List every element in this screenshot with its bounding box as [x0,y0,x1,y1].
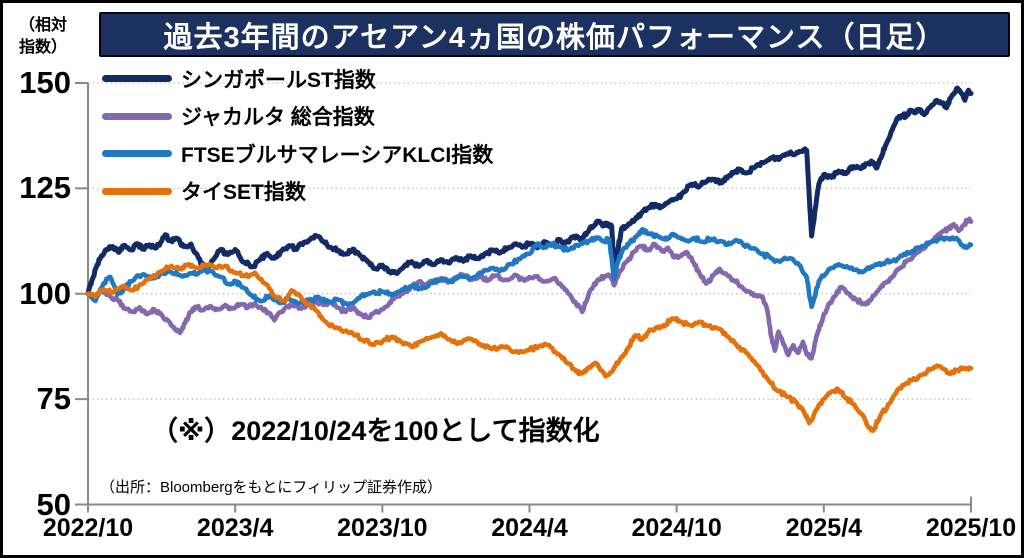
index-base-annotation: （※）2022/10/24を100として指数化 [151,416,600,446]
y-axis-unit-label: （相対 指数） [7,15,79,58]
legend-label: ジャカルタ 総合指数 [181,106,375,130]
legend-item-2: FTSEブルサマレーシアKLCI指数 [102,135,493,173]
legend-swatch-icon [102,75,172,83]
legend-label: FTSEブルサマレーシアKLCI指数 [181,143,494,167]
y-tick-label-150: 150 [19,65,71,100]
series-line-3 [85,261,974,434]
y-tick-label-50: 50 [36,486,71,522]
chart-legend: シンガポールST指数 ジャカルタ 総合指数 FTSEブルサマレーシアKLCI指数 タイ… [102,60,493,210]
y-axis-unit-line1: （相対 [18,17,67,34]
y-tick-label-100: 100 [19,275,71,311]
y-tick-label-75: 75 [36,381,71,417]
source-note: （出所：Bloombergをもとにフィリップ証券作成） [100,479,442,496]
x-tick-label-2022-10: 2022/10 [42,514,134,542]
x-tick-label-2024-10: 2024/10 [631,514,722,542]
chart-plot-area [75,82,974,513]
legend-item-0: シンガポールST指数 [102,60,493,98]
x-tick-label-2025-10: 2025/10 [925,514,1017,542]
chart-title-banner: 過去3年間のアセアン4ヵ国の株価パフォーマンス（日足） [99,12,1010,57]
x-tick-label-2023-4: 2023/4 [196,514,274,542]
legend-label: タイSET指数 [181,181,306,205]
legend-swatch-icon [102,150,172,158]
legend-swatch-icon [102,187,172,195]
x-tick-label-2024-4: 2024/4 [491,514,568,542]
y-axis-unit-line2: 指数） [18,38,67,56]
y-tick-label-125: 125 [19,170,71,206]
legend-item-1: ジャカルタ 総合指数 [102,98,493,136]
x-tick-label-2025-4: 2025/4 [785,514,863,542]
chart-title: 過去3年間のアセアン4ヵ国の株価パフォーマンス（日足） [163,21,946,54]
x-tick-label-2023-10: 2023/10 [337,514,428,542]
series-line-0 [85,85,974,297]
legend-swatch-icon [102,112,172,120]
legend-item-3: タイSET指数 [102,173,493,211]
legend-label: シンガポールST指数 [181,68,376,92]
series-line-1 [85,216,974,361]
series-line-2 [85,227,974,310]
